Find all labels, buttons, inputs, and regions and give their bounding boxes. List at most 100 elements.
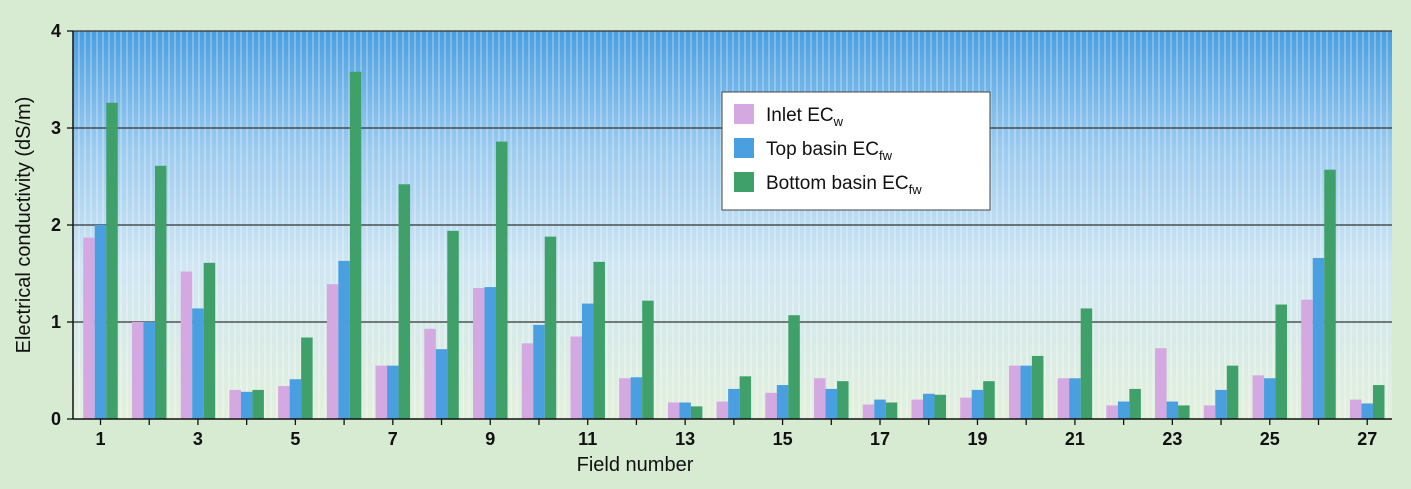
bar-series-3-field-20 xyxy=(1031,355,1044,419)
x-tick-label: 21 xyxy=(1065,429,1085,449)
x-tick-label: 1 xyxy=(95,429,105,449)
x-tick-label: 11 xyxy=(578,429,597,449)
y-tick-label: 1 xyxy=(51,312,61,332)
bar-series-1-field-6 xyxy=(326,284,339,419)
bar-series-2-field-13 xyxy=(679,402,691,419)
bar-series-3-field-22 xyxy=(1129,388,1141,419)
bar-series-3-field-8 xyxy=(447,230,459,419)
bar-series-1-field-11 xyxy=(570,336,582,419)
legend-box xyxy=(721,91,991,211)
bar-series-1-field-24 xyxy=(1203,405,1216,419)
bar-series-1-field-3 xyxy=(180,271,193,419)
bar-series-1-field-23 xyxy=(1155,348,1167,419)
bar-series-1-field-16 xyxy=(814,378,826,419)
bar-series-3-field-11 xyxy=(593,261,605,419)
bar-series-3-field-26 xyxy=(1324,169,1336,419)
bar-series-3-field-14 xyxy=(739,376,752,419)
bar-series-3-field-9 xyxy=(496,141,508,419)
bar-series-3-field-12 xyxy=(642,300,654,419)
y-tick-label: 3 xyxy=(51,118,61,138)
legend-label-3: Bottom basin ECfw xyxy=(766,173,922,197)
bar-series-3-field-25 xyxy=(1275,304,1288,419)
bar-series-2-field-15 xyxy=(776,385,789,419)
bar-series-2-field-17 xyxy=(874,399,886,419)
x-tick-label: 7 xyxy=(388,429,398,449)
x-tick-label: 25 xyxy=(1260,429,1280,449)
bar-series-1-field-12 xyxy=(619,378,631,419)
bar-series-2-field-18 xyxy=(922,393,935,419)
bar-series-1-field-13 xyxy=(667,402,680,419)
x-tick-label: 3 xyxy=(193,429,203,449)
bar-series-3-field-10 xyxy=(544,236,557,419)
bar-series-2-field-21 xyxy=(1069,378,1081,419)
bar-series-2-field-2 xyxy=(143,322,155,419)
x-axis-title: Field number xyxy=(577,454,694,476)
bar-series-1-field-25 xyxy=(1252,375,1265,419)
bar-series-1-field-27 xyxy=(1349,399,1362,419)
bar-series-1-field-21 xyxy=(1057,378,1070,419)
legend-swatch-2 xyxy=(734,138,754,158)
legend-label-1: Inlet ECw xyxy=(766,105,844,129)
bar-series-3-field-7 xyxy=(398,184,411,419)
x-tick-label: 9 xyxy=(485,429,495,449)
bar-series-2-field-6 xyxy=(338,260,350,419)
bar-series-3-field-3 xyxy=(203,262,216,419)
bar-series-3-field-4 xyxy=(252,389,264,419)
bar-series-1-field-8 xyxy=(424,328,436,419)
x-tick-label: 5 xyxy=(290,429,300,449)
bar-series-3-field-18 xyxy=(934,394,946,419)
x-tick-label: 19 xyxy=(967,429,987,449)
bar-series-2-field-12 xyxy=(630,377,643,419)
bar-series-1-field-20 xyxy=(1008,365,1021,419)
y-tick-label: 2 xyxy=(51,215,61,235)
bar-series-3-field-16 xyxy=(837,381,849,419)
bar-series-3-field-23 xyxy=(1178,405,1190,419)
bar-series-2-field-4 xyxy=(240,391,253,419)
y-tick-label: 4 xyxy=(51,21,61,41)
x-tick-label: 17 xyxy=(870,429,890,449)
bar-series-2-field-9 xyxy=(484,287,497,419)
x-tick-label: 23 xyxy=(1162,429,1182,449)
bar-series-2-field-27 xyxy=(1361,403,1373,419)
bar-series-2-field-14 xyxy=(728,388,740,419)
bar-series-1-field-2 xyxy=(131,322,144,419)
bar-series-2-field-20 xyxy=(1020,365,1032,419)
bar-series-2-field-11 xyxy=(581,303,594,419)
bar-series-3-field-2 xyxy=(154,165,167,419)
bar-series-3-field-5 xyxy=(301,337,313,419)
bar-series-1-field-15 xyxy=(765,392,777,419)
bar-series-3-field-6 xyxy=(349,71,362,420)
bar-series-2-field-16 xyxy=(825,388,838,419)
bar-series-2-field-22 xyxy=(1117,401,1130,419)
bar-series-2-field-26 xyxy=(1312,257,1325,419)
bar-series-1-field-10 xyxy=(521,343,534,419)
bar-series-2-field-10 xyxy=(533,324,545,419)
bar-series-1-field-7 xyxy=(375,365,388,419)
bar-series-2-field-1 xyxy=(94,225,107,419)
bar-series-2-field-7 xyxy=(387,365,399,419)
legend: Inlet ECw Top basin ECfw Bottom basin ECfw xyxy=(721,91,991,211)
bar-series-2-field-24 xyxy=(1215,389,1227,419)
legend-label-2: Top basin ECfw xyxy=(766,139,893,163)
bars-group xyxy=(83,71,1385,420)
bar-series-3-field-15 xyxy=(788,315,800,419)
bar-series-3-field-19 xyxy=(983,381,995,419)
bar-series-1-field-17 xyxy=(862,404,875,419)
legend-swatch-1 xyxy=(734,104,754,124)
bar-series-1-field-18 xyxy=(911,399,923,419)
x-tick-label: 15 xyxy=(773,429,793,449)
bar-series-1-field-9 xyxy=(473,288,485,419)
bar-series-1-field-22 xyxy=(1106,405,1118,419)
legend-swatch-3 xyxy=(734,172,754,192)
bar-series-3-field-24 xyxy=(1226,365,1239,419)
bar-series-1-field-26 xyxy=(1301,299,1313,419)
y-tick-label: 0 xyxy=(51,409,61,429)
bar-series-2-field-8 xyxy=(435,349,448,419)
bar-series-1-field-1 xyxy=(83,237,95,419)
y-axis-title: Electrical conductivity (dS/m) xyxy=(13,97,35,354)
bar-series-3-field-13 xyxy=(690,406,703,419)
bar-series-1-field-5 xyxy=(278,386,290,419)
